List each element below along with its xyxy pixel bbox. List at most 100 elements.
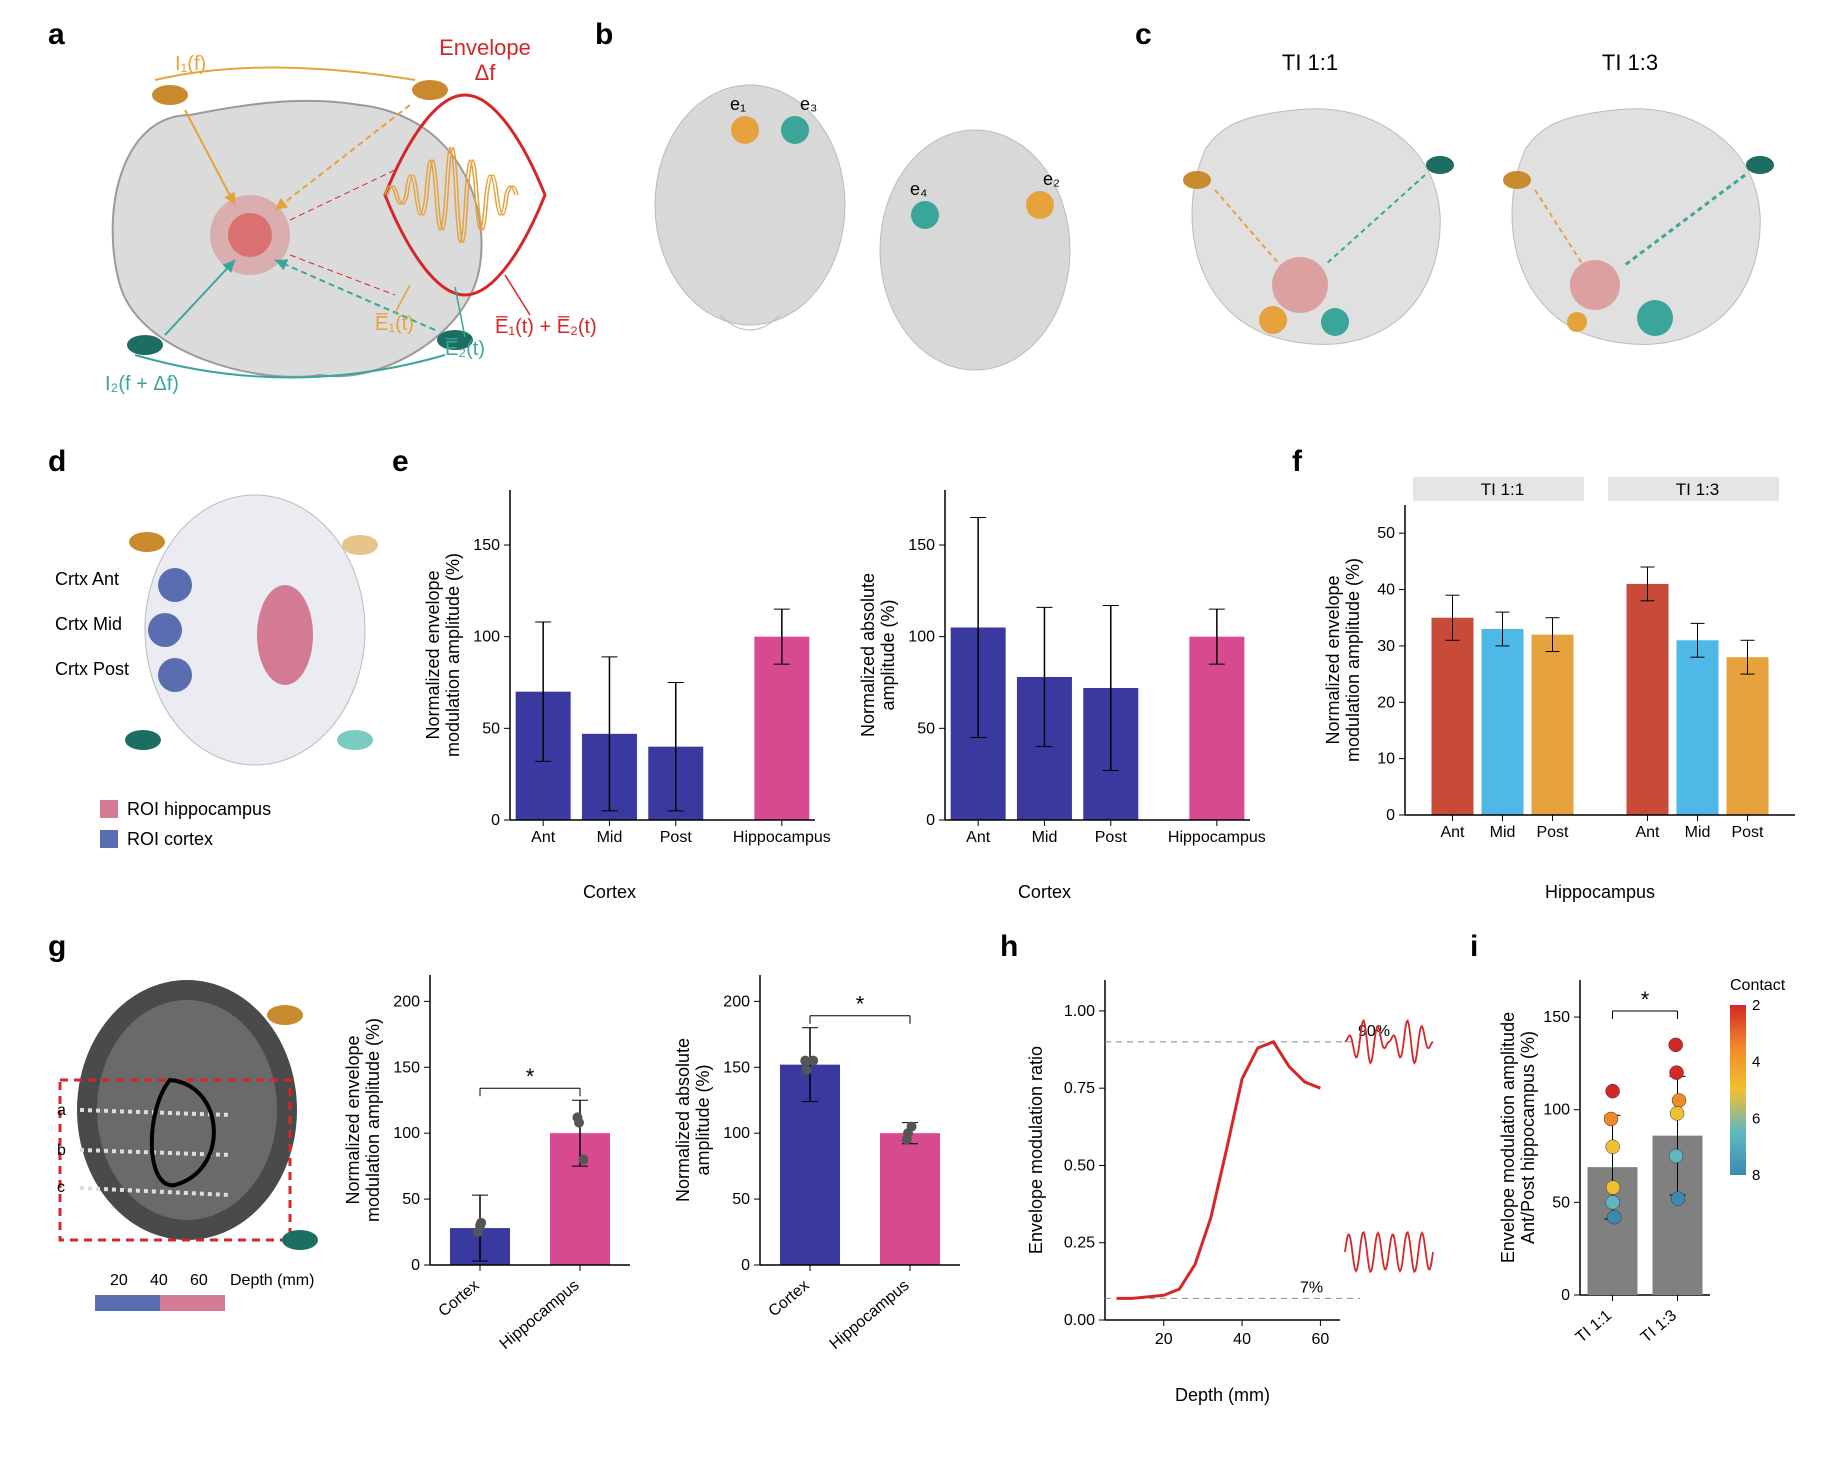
svg-text:c: c bbox=[57, 1179, 65, 1196]
svg-text:Normalized envelope: Normalized envelope bbox=[423, 570, 443, 739]
svg-text:*: * bbox=[1641, 987, 1650, 1012]
svg-text:50: 50 bbox=[917, 720, 935, 737]
panel-d: Crtx Ant Crtx Mid Crtx Post ROI hippocam… bbox=[55, 470, 385, 890]
svg-text:ROI cortex: ROI cortex bbox=[127, 829, 213, 849]
svg-text:20: 20 bbox=[110, 1272, 128, 1289]
svg-text:Normalized absolute: Normalized absolute bbox=[673, 1038, 693, 1202]
svg-text:Post: Post bbox=[1536, 824, 1569, 841]
ti11-label: TI 1:1 bbox=[1282, 50, 1338, 75]
svg-text:30: 30 bbox=[1377, 638, 1395, 655]
svg-text:Hippocampus: Hippocampus bbox=[1168, 829, 1265, 846]
svg-text:TI 1:3: TI 1:3 bbox=[1638, 1307, 1680, 1346]
chart-e-right: 0 50 100 150 Normalized absoluteamplitude (%… bbox=[850, 470, 1265, 910]
svg-text:E̅₁(t): E̅₁(t) bbox=[375, 312, 414, 335]
svg-text:40: 40 bbox=[1233, 1331, 1251, 1348]
svg-text:I₂(f + Δf): I₂(f + Δf) bbox=[105, 373, 179, 395]
svg-text:0.25: 0.25 bbox=[1064, 1235, 1095, 1252]
svg-text:Envelope modulation ratio: Envelope modulation ratio bbox=[1026, 1046, 1046, 1254]
svg-text:modulation amplitude (%): modulation amplitude (%) bbox=[363, 1018, 383, 1222]
svg-text:100: 100 bbox=[908, 629, 935, 646]
svg-text:E̅₂(t): E̅₂(t) bbox=[445, 337, 485, 360]
svg-text:TI 1:1: TI 1:1 bbox=[1573, 1307, 1615, 1346]
svg-text:4: 4 bbox=[1752, 1054, 1760, 1071]
svg-text:150: 150 bbox=[1543, 1009, 1570, 1026]
svg-text:0: 0 bbox=[741, 1257, 750, 1274]
panel-label-g: g bbox=[48, 930, 66, 964]
svg-text:Post: Post bbox=[1731, 824, 1764, 841]
chart-f: 01020304050Normalized envelopemodulation… bbox=[1315, 470, 1810, 910]
svg-text:Mid: Mid bbox=[1685, 824, 1711, 841]
svg-text:Cortex: Cortex bbox=[436, 1277, 483, 1320]
svg-text:amplitude (%): amplitude (%) bbox=[878, 599, 898, 710]
svg-text:0.50: 0.50 bbox=[1064, 1157, 1095, 1174]
svg-text:Normalized envelope: Normalized envelope bbox=[343, 1035, 363, 1204]
chart-g-right: 050100150200Normalized absoluteamplitude… bbox=[665, 955, 975, 1415]
svg-text:Crtx Mid: Crtx Mid bbox=[55, 614, 122, 634]
svg-text:100: 100 bbox=[1543, 1102, 1570, 1119]
svg-text:50: 50 bbox=[1377, 525, 1395, 542]
panel-label-e: e bbox=[392, 445, 409, 479]
svg-text:0: 0 bbox=[411, 1257, 420, 1274]
svg-text:20: 20 bbox=[1155, 1331, 1173, 1348]
svg-text:20: 20 bbox=[1377, 694, 1395, 711]
panel-c: TI 1:1 TI 1:3 bbox=[1155, 45, 1795, 405]
svg-text:60: 60 bbox=[190, 1272, 208, 1289]
svg-text:TI 1:1: TI 1:1 bbox=[1481, 480, 1524, 499]
svg-text:Envelope modulation amplitude: Envelope modulation amplitude bbox=[1498, 1012, 1518, 1263]
svg-text:Hippocampus: Hippocampus bbox=[827, 1277, 913, 1353]
panel-a-waveform: Envelope Δf E̅₁(t) E̅₂(t) E̅₁(t) + E̅₂(t… bbox=[355, 25, 615, 375]
panel-label-h: h bbox=[1000, 930, 1018, 964]
svg-text:Ant: Ant bbox=[1635, 824, 1660, 841]
svg-text:200: 200 bbox=[393, 993, 420, 1010]
svg-text:200: 200 bbox=[723, 993, 750, 1010]
svg-text:Hippocampus: Hippocampus bbox=[733, 829, 830, 846]
svg-text:TI 1:3: TI 1:3 bbox=[1676, 480, 1719, 499]
svg-text:Normalized absolute: Normalized absolute bbox=[858, 573, 878, 737]
chart-h: 0.00 0.25 0.50 0.75 1.00 20 40 60 Envelope modul… bbox=[1020, 955, 1450, 1415]
svg-text:Cortex: Cortex bbox=[766, 1277, 813, 1320]
svg-text:Crtx Ant: Crtx Ant bbox=[55, 569, 119, 589]
svg-text:Ant/Post hippocampus (%): Ant/Post hippocampus (%) bbox=[1518, 1031, 1538, 1244]
chart-e-left: 050100150Normalized envelopemodulation a… bbox=[415, 470, 830, 910]
svg-text:0: 0 bbox=[926, 812, 935, 829]
svg-text:150: 150 bbox=[393, 1059, 420, 1076]
svg-text:a: a bbox=[57, 1102, 66, 1119]
svg-text:Contact: Contact bbox=[1730, 977, 1786, 994]
svg-text:Normalized envelope: Normalized envelope bbox=[1323, 575, 1343, 744]
svg-text:150: 150 bbox=[473, 537, 500, 554]
svg-text:amplitude (%): amplitude (%) bbox=[693, 1064, 713, 1175]
svg-text:Depth (mm): Depth (mm) bbox=[230, 1272, 314, 1289]
svg-text:60: 60 bbox=[1312, 1331, 1330, 1348]
svg-text:Mid: Mid bbox=[1490, 824, 1516, 841]
svg-text:6: 6 bbox=[1752, 1110, 1760, 1127]
svg-text:modulation amplitude (%): modulation amplitude (%) bbox=[443, 553, 463, 757]
svg-text:8: 8 bbox=[1752, 1167, 1760, 1184]
svg-text:40: 40 bbox=[1377, 582, 1395, 599]
svg-text:150: 150 bbox=[908, 537, 935, 554]
svg-text:e₃: e₃ bbox=[800, 94, 817, 114]
svg-text:0: 0 bbox=[1386, 807, 1395, 824]
svg-text:ROI hippocampus: ROI hippocampus bbox=[127, 799, 271, 819]
svg-text:Post: Post bbox=[660, 829, 693, 846]
svg-text:0.00: 0.00 bbox=[1064, 1312, 1095, 1329]
svg-text:40: 40 bbox=[150, 1272, 168, 1289]
svg-text:Cortex: Cortex bbox=[583, 882, 636, 902]
svg-text:e₁: e₁ bbox=[730, 94, 746, 114]
svg-text:7%: 7% bbox=[1300, 1279, 1323, 1296]
svg-text:Mid: Mid bbox=[597, 829, 623, 846]
svg-text:e₄: e₄ bbox=[910, 179, 927, 199]
svg-text:Cortex: Cortex bbox=[1018, 882, 1071, 902]
svg-text:Ant: Ant bbox=[531, 829, 556, 846]
svg-text:0: 0 bbox=[1561, 1287, 1570, 1304]
ti13-label: TI 1:3 bbox=[1602, 50, 1658, 75]
svg-text:50: 50 bbox=[482, 720, 500, 737]
svg-text:0.75: 0.75 bbox=[1064, 1080, 1095, 1097]
svg-text:modulation amplitude (%): modulation amplitude (%) bbox=[1343, 558, 1363, 762]
svg-text:1.00: 1.00 bbox=[1064, 1003, 1095, 1020]
svg-text:b: b bbox=[57, 1142, 66, 1159]
envelope-label: Envelope bbox=[439, 35, 531, 60]
svg-text:Crtx Post: Crtx Post bbox=[55, 659, 129, 679]
svg-text:Ant: Ant bbox=[966, 829, 991, 846]
svg-text:E̅₁(t) + E̅₂(t): E̅₁(t) + E̅₂(t) bbox=[495, 315, 597, 338]
panel-b-heads: e₁ e₃ e₄ e₂ bbox=[625, 55, 1105, 395]
